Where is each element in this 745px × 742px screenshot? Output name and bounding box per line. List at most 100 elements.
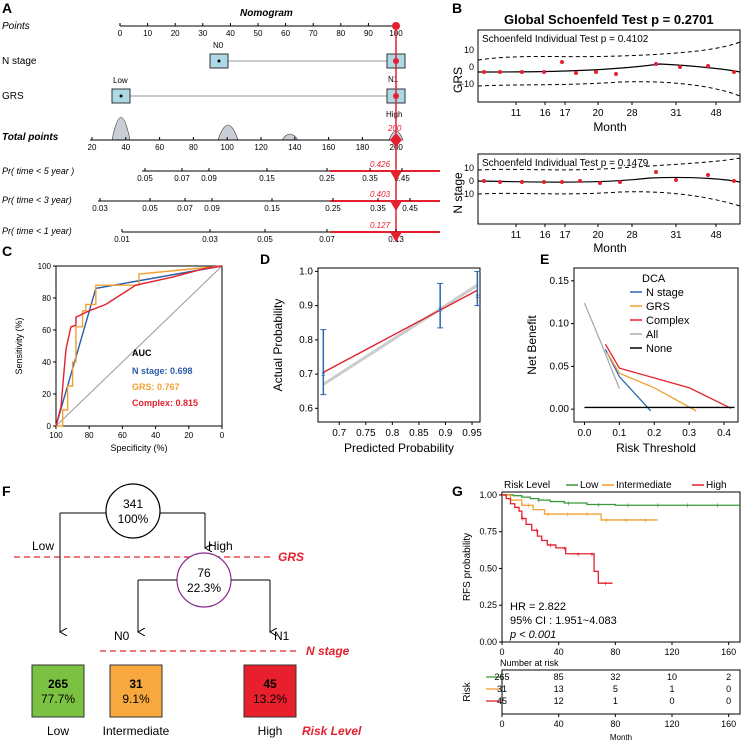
- sch-xtick-label: 11: [511, 108, 522, 119]
- km-censor-mark: +: [546, 510, 551, 519]
- total-density-3: [281, 133, 299, 141]
- cal-ytick-label: 0.6: [299, 403, 313, 414]
- dca-series-line: [606, 352, 697, 412]
- km-risk-xtick-label: 0: [499, 719, 504, 729]
- p3-tick-label: 0.45: [402, 204, 418, 213]
- p3-label: Pr( time < 3 year): [2, 195, 72, 205]
- points-label: Points: [2, 21, 30, 32]
- km-censor-mark: +: [526, 501, 531, 510]
- km-censor-mark: +: [562, 544, 567, 553]
- km-risk-cell: 10: [667, 672, 677, 682]
- tree-n1-branch: N1: [274, 629, 290, 643]
- dca-ytick-label: 0.15: [550, 276, 570, 287]
- ns-ytick: 10: [464, 163, 474, 173]
- schoenfeld-nstage-xlabel: Month: [593, 241, 626, 255]
- km-xtick-label: 0: [499, 647, 504, 657]
- p1-marker: [390, 232, 402, 242]
- sch-xtick-label: 28: [626, 108, 638, 119]
- km-p: p < 0.001: [509, 629, 556, 641]
- sch-xtick-label: 28: [626, 230, 638, 241]
- sch-xtick-label: 17: [559, 230, 571, 241]
- tree-low-branch: Low: [32, 539, 54, 553]
- sch-xtick-label: 31: [670, 108, 682, 119]
- p1-label: Pr( time < 1 year): [2, 226, 72, 236]
- residual-point: [654, 62, 658, 66]
- p3-tick-label: 0.09: [204, 204, 220, 213]
- p5-tick-label: 0.05: [137, 174, 153, 183]
- total-tick-label: 20: [88, 143, 97, 152]
- km-legend-entry: Intermediate: [616, 480, 672, 491]
- cal-xlabel: Predicted Probability: [344, 441, 454, 455]
- panel-letter-e: E: [540, 251, 549, 267]
- roc-ytick-label: 100: [38, 262, 52, 271]
- km-risk-cell: 0: [669, 696, 674, 706]
- sch-xtick-label: 16: [539, 108, 551, 119]
- residual-point: [678, 65, 682, 69]
- panel-letter-b: B: [452, 0, 462, 16]
- panel-letter-g: G: [452, 483, 463, 499]
- schoenfeld-grs-plot: Schoenfeld Individual Test p = 0.4102 GR…: [451, 29, 741, 134]
- roc-ytick-label: 0: [47, 422, 52, 431]
- nstage-low-label: N0: [213, 41, 224, 50]
- roc-legend-title: AUC: [132, 348, 152, 358]
- dca-ylabel: Net Benefit: [525, 315, 539, 375]
- cal-point: ×: [438, 305, 443, 314]
- dca-ytick-label: 0.00: [550, 404, 570, 415]
- p5-tick-label: 0.15: [259, 174, 275, 183]
- km-legend-entry: High: [706, 480, 727, 491]
- km-xtick-label: 40: [554, 647, 564, 657]
- p3-value: 0.403: [370, 190, 391, 199]
- ns-ytick: 0: [469, 176, 474, 186]
- km-risk-cell: 265: [494, 672, 509, 682]
- km-risk-cell: 5: [613, 684, 618, 694]
- sch-xtick-label: 48: [710, 230, 722, 241]
- km-risk-cell: 0: [726, 684, 731, 694]
- points-tick-label: 80: [336, 29, 345, 38]
- p1-tick-label: 0.07: [319, 235, 335, 244]
- sch-xtick-label: 20: [592, 230, 604, 241]
- panel-letter-a: A: [2, 0, 12, 16]
- km-curve: [502, 494, 658, 521]
- km-frame: [501, 491, 741, 643]
- cal-point: ×: [475, 292, 480, 301]
- panel-b: B Global Schoenfeld Test p = 0.2701 Scho…: [451, 0, 741, 255]
- km-risk-xtick-label: 80: [610, 719, 620, 729]
- p3-tick-label: 0.15: [264, 204, 280, 213]
- leaf-high-n: 45: [263, 677, 277, 691]
- roc-ytick-label: 20: [42, 390, 51, 399]
- panel-letter-c: C: [2, 243, 12, 259]
- p5-value: 0.426: [370, 160, 391, 169]
- roc-xtick-label: 60: [118, 431, 127, 440]
- dca-legend-entry: N stage: [646, 287, 684, 299]
- p5-tick-label: 0.07: [174, 174, 190, 183]
- cal-xtick-label: 0.85: [409, 428, 429, 439]
- leaf-high-box: [243, 664, 297, 718]
- km-censor-mark: +: [655, 501, 660, 510]
- leaf-int-pct: 9.1%: [122, 692, 150, 706]
- residual-point: [574, 71, 578, 75]
- points-tick-label: 70: [309, 29, 318, 38]
- residual-point: [560, 60, 564, 64]
- km-hr: HR = 2.822: [510, 601, 566, 613]
- km-censor-mark: +: [590, 550, 595, 559]
- panel-c: C 100 80 60 40 20 0 0 20 40 60 80 100 Specificity (%…: [2, 243, 225, 453]
- cal-ideal-line: [322, 283, 479, 386]
- roc-legend-entry: Complex: 0.815: [132, 398, 198, 408]
- p5-tick-label: 0.25: [319, 174, 335, 183]
- residual-point: [594, 70, 598, 74]
- km-ytick-label: 0.75: [479, 527, 497, 537]
- km-risk-cell: 12: [554, 696, 564, 706]
- p1-tick-label: 0.03: [202, 235, 218, 244]
- p3-tick-label: 0.03: [92, 204, 108, 213]
- km-censor-mark: +: [624, 516, 629, 525]
- km-risk-cell: 1: [613, 696, 618, 706]
- total-tick-label: 100: [221, 143, 235, 152]
- dca-legend-entry: GRS: [646, 301, 670, 313]
- sch-xtick-label: 20: [592, 108, 604, 119]
- leaf-high-name: High: [258, 724, 283, 738]
- total-value: 200: [387, 124, 402, 133]
- dca-series-line: [604, 343, 732, 409]
